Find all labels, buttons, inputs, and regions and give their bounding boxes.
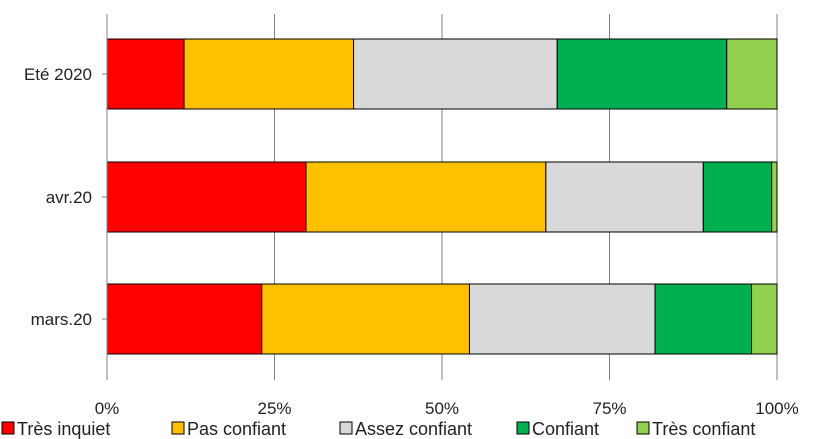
x-tick-label: 0% — [95, 399, 120, 418]
bar-segment — [726, 38, 778, 110]
legend-swatch — [636, 421, 650, 435]
legend-label: Confiant — [532, 419, 599, 439]
legend-item: Très inquiet — [1, 419, 110, 439]
x-tick-label: 75% — [592, 399, 626, 418]
legend-swatch — [1, 421, 15, 435]
legend-swatch — [516, 421, 530, 435]
bar-segment — [771, 161, 778, 233]
bar-segment — [183, 38, 355, 110]
bar-segment — [702, 161, 773, 233]
bar-segment — [654, 283, 753, 355]
bar-segment — [353, 38, 558, 110]
category-label: avr.20 — [46, 188, 92, 207]
bar-segment — [751, 283, 778, 355]
legend: Très inquiet Pas confiant Assez confiant Co… — [1, 419, 755, 439]
bars — [106, 38, 778, 355]
legend-swatch — [339, 421, 353, 435]
bar-segment — [545, 161, 704, 233]
x-tick-label: 25% — [257, 399, 291, 418]
bar-segment — [106, 38, 185, 110]
bar-segment — [556, 38, 728, 110]
axes: 0% 25% 50% 75% 100% Eté 2020 avr.20 mars.20 — [24, 14, 799, 418]
legend-label: Assez confiant — [355, 419, 472, 439]
legend-label: Très inquiet — [17, 419, 110, 439]
bar-segment — [106, 283, 263, 355]
x-tick-label: 100% — [755, 399, 798, 418]
category-label: Eté 2020 — [24, 65, 92, 84]
bar-segment — [261, 283, 470, 355]
bar-segment — [468, 283, 656, 355]
category-label: mars.20 — [31, 310, 92, 329]
x-tick-label: 50% — [425, 399, 459, 418]
bar-segment — [106, 161, 307, 233]
bar-segment — [305, 161, 547, 233]
legend-item: Assez confiant — [339, 419, 472, 439]
legend-item: Très confiant — [636, 419, 755, 439]
legend-item: Confiant — [516, 419, 599, 439]
legend-item: Pas confiant — [171, 419, 286, 439]
legend-label: Très confiant — [652, 419, 755, 439]
legend-label: Pas confiant — [187, 419, 286, 439]
legend-swatch — [171, 421, 185, 435]
